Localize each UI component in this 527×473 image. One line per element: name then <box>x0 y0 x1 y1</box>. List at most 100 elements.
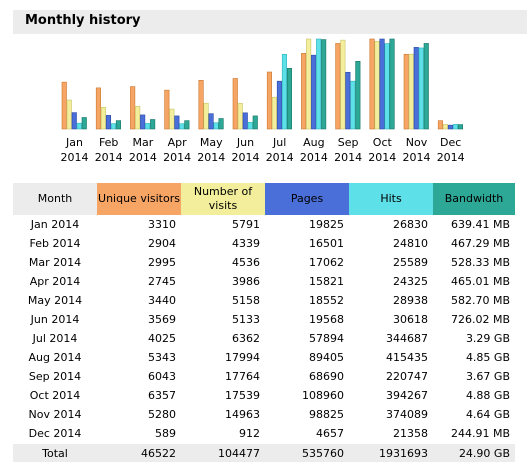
pages-cell: 18552 <box>309 294 344 307</box>
pages-cell: 4657 <box>316 427 344 440</box>
bar-bandwidth <box>252 115 258 130</box>
bar-pages <box>447 124 454 130</box>
bar-pages <box>140 114 146 130</box>
unique-visitors-cell: 5343 <box>148 351 176 364</box>
month-name: Dec <box>440 136 462 149</box>
bar-visits <box>374 40 380 130</box>
pages-cell: 19568 <box>309 313 344 326</box>
bar-bandwidth <box>184 120 190 130</box>
bandwidth-cell: 244.91 MB <box>450 427 510 440</box>
bar-unique-visitors <box>369 38 375 130</box>
bandwidth-cell: 639.41 MB <box>450 218 510 231</box>
bar-bandwidth <box>457 124 464 130</box>
bandwidth-cell: 582.70 MB <box>450 294 510 307</box>
hits-cell: 374089 <box>386 408 428 421</box>
month-cell: May 2014 <box>27 294 83 307</box>
bar-unique-visitors <box>198 79 204 130</box>
table-row: Feb 2014 2904 4339 16501 24810 467.29 MB <box>13 234 515 253</box>
bar-pages <box>276 80 283 130</box>
chart-month-label: Oct 2014 <box>362 135 402 165</box>
total-label: Total <box>13 443 97 462</box>
hits-cell: 24325 <box>393 275 428 288</box>
bandwidth-cell: 4.85 GB <box>465 351 510 364</box>
month-cell: Feb 2014 <box>29 237 81 250</box>
bar-pages <box>311 54 317 130</box>
bar-bandwidth <box>389 38 395 130</box>
month-year: 2014 <box>265 151 294 164</box>
bar-unique-visitors <box>266 71 273 130</box>
unique-visitors-cell: 6043 <box>148 370 176 383</box>
bar-bandwidth <box>81 117 87 130</box>
month-name: Oct <box>372 136 392 149</box>
month-name: Aug <box>303 136 325 149</box>
total-unique-visitors: 46522 <box>97 443 181 462</box>
bar-bandwidth <box>423 43 429 130</box>
bar-visits <box>237 103 243 130</box>
table-row: Mar 2014 2995 4536 17062 25589 528.33 MB <box>13 253 515 272</box>
bar-visits <box>442 124 449 130</box>
visits-cell: 17764 <box>225 370 260 383</box>
month-name: Feb <box>98 136 119 149</box>
bar-bandwidth <box>218 118 224 130</box>
bar-visits <box>169 108 175 130</box>
bandwidth-cell: 465.01 MB <box>450 275 510 288</box>
visits-cell: 5133 <box>232 313 260 326</box>
bar-pages <box>379 38 385 130</box>
month-cell: Apr 2014 <box>29 275 81 288</box>
bar-pages <box>105 115 111 130</box>
bar-pages <box>208 113 214 130</box>
unique-visitors-cell: 2904 <box>148 237 176 250</box>
chart-month-label: Nov 2014 <box>397 135 437 165</box>
table-row: Jun 2014 3569 5133 19568 30618 726.02 MB <box>13 310 515 329</box>
bar-bandwidth <box>150 119 156 130</box>
pages-cell: 19825 <box>309 218 344 231</box>
month-year: 2014 <box>197 151 226 164</box>
total-bandwidth: 24.90 GB <box>433 443 515 462</box>
month-year: 2014 <box>368 151 397 164</box>
unique-visitors-cell: 3569 <box>148 313 176 326</box>
hits-cell: 28938 <box>393 294 428 307</box>
bar-visits <box>306 38 312 130</box>
table-header-row: Month Unique visitors Number of visits P… <box>13 183 515 215</box>
bar-unique-visitors <box>232 78 238 130</box>
chart-month-label: Dec 2014 <box>431 135 471 165</box>
month-cell: Jun 2014 <box>30 313 80 326</box>
month-year: 2014 <box>402 151 431 164</box>
month-year: 2014 <box>436 151 465 164</box>
visits-cell: 5791 <box>232 218 260 231</box>
visits-cell: 17539 <box>225 389 260 402</box>
bar-visits <box>340 39 346 130</box>
visits-cell: 4536 <box>232 256 260 269</box>
bar-unique-visitors <box>164 89 170 130</box>
table-row: Jul 2014 4025 6362 57894 344687 3.29 GB <box>13 329 515 348</box>
visits-cell: 17994 <box>225 351 260 364</box>
header-unique-visitors: Unique visitors <box>97 183 181 215</box>
table-row: May 2014 3440 5158 18552 28938 582.70 MB <box>13 291 515 310</box>
unique-visitors-cell: 3310 <box>148 218 176 231</box>
bar-bandwidth <box>321 39 327 130</box>
month-cell: Jul 2014 <box>32 332 78 345</box>
header-pages: Pages <box>265 183 349 215</box>
month-year: 2014 <box>128 151 157 164</box>
bar-visits <box>408 53 414 130</box>
hits-cell: 415435 <box>386 351 428 364</box>
unique-visitors-cell: 2745 <box>148 275 176 288</box>
unique-visitors-cell: 5280 <box>148 408 176 421</box>
month-year: 2014 <box>94 151 123 164</box>
bandwidth-cell: 3.67 GB <box>465 370 510 383</box>
bandwidth-cell: 528.33 MB <box>450 256 510 269</box>
section-header: Monthly history <box>13 10 527 34</box>
bar-hits <box>247 122 253 130</box>
bar-bandwidth <box>115 120 121 130</box>
chart-month-label: Feb 2014 <box>89 135 129 165</box>
hits-cell: 26830 <box>393 218 428 231</box>
bar-bandwidth <box>355 61 361 130</box>
header-visits: Number of visits <box>181 183 265 215</box>
chart-month-label: Jun 2014 <box>226 135 266 165</box>
bar-visits <box>100 106 106 130</box>
pages-cell: 57894 <box>309 332 344 345</box>
month-cell: Dec 2014 <box>28 427 82 440</box>
pages-cell: 89405 <box>309 351 344 364</box>
table-row: Apr 2014 2745 3986 15821 24325 465.01 MB <box>13 272 515 291</box>
bar-pages <box>71 112 77 130</box>
